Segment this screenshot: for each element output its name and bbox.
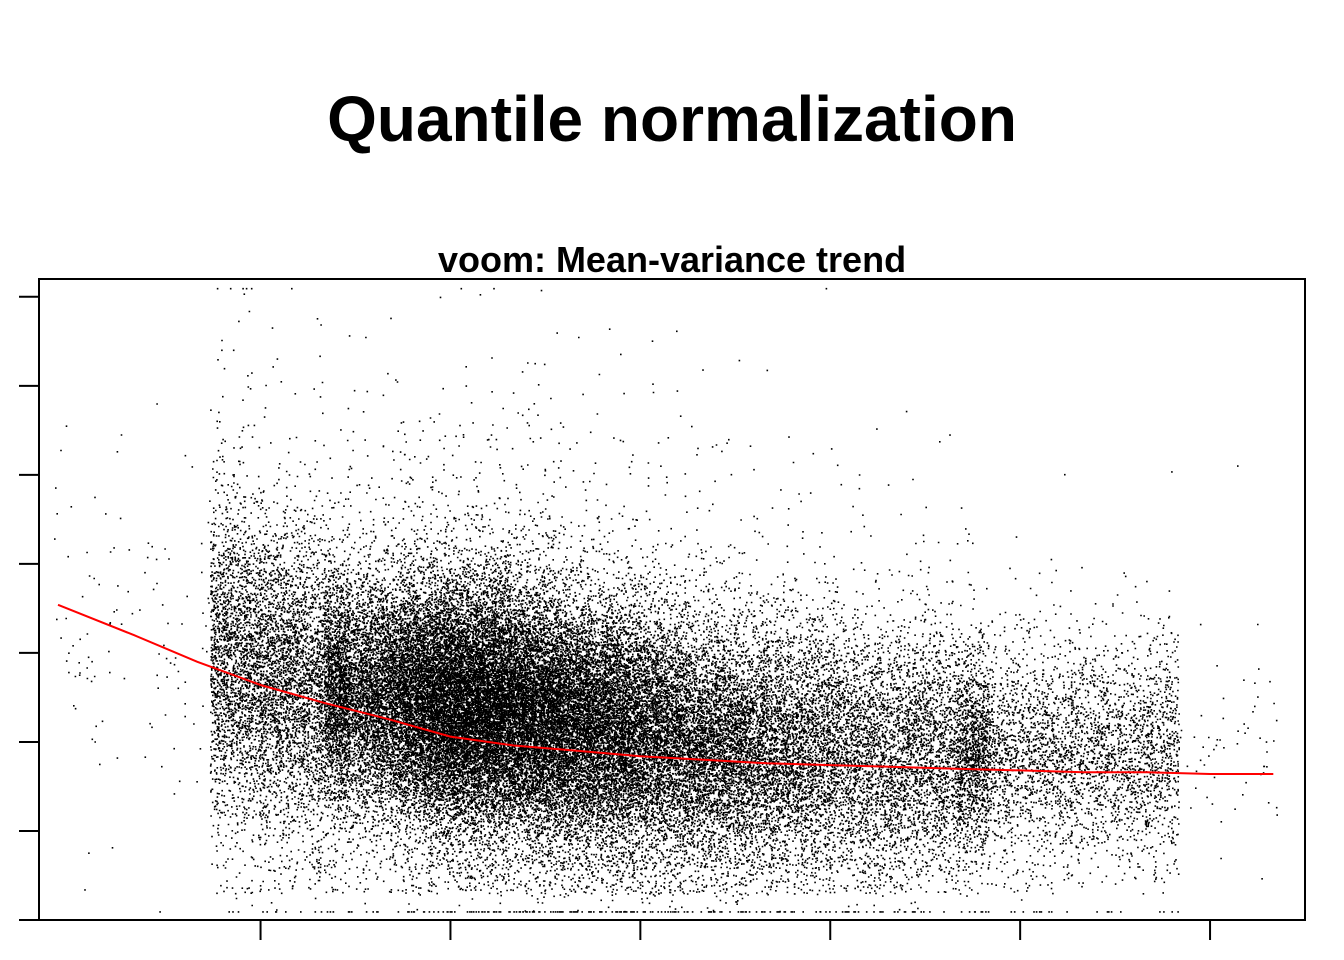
chart-title: voom: Mean-variance trend — [438, 239, 906, 280]
scatter-chart — [19, 278, 1306, 940]
plot-frame — [38, 278, 1306, 921]
trend-line-layer — [57, 603, 1274, 775]
trend-line — [57, 603, 1274, 775]
y-axis — [19, 295, 39, 921]
page-title: Quantile normalization — [327, 83, 1017, 155]
scatter-point-cloud — [54, 287, 1278, 913]
scatter-points — [54, 287, 1278, 913]
x-axis — [259, 920, 1212, 940]
